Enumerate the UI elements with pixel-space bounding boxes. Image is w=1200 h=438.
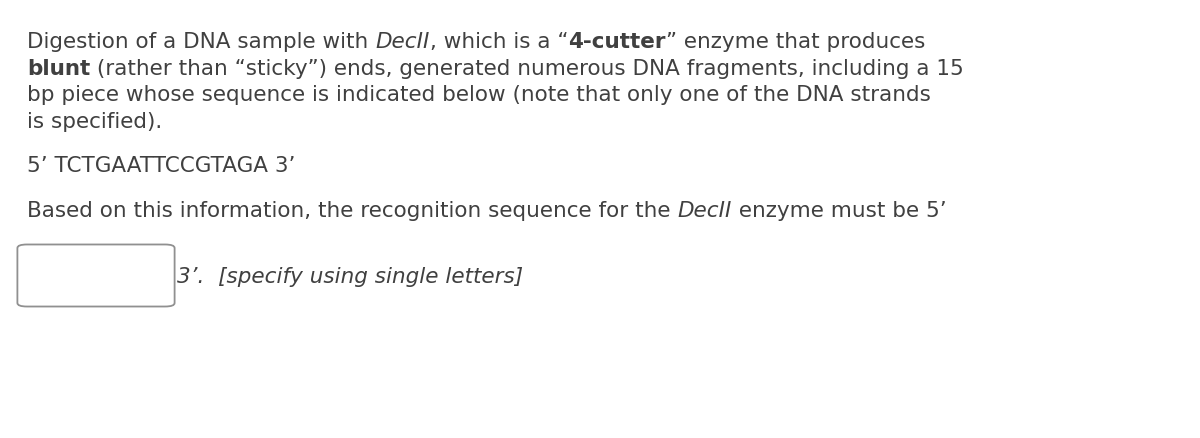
Text: 4-cutter: 4-cutter [568,32,666,52]
Text: Digestion of a DNA sample with: Digestion of a DNA sample with [28,32,376,52]
Text: , which is a “: , which is a “ [430,32,568,52]
Text: ” enzyme that produces: ” enzyme that produces [666,32,925,52]
Text: (rather than “sticky”) ends, generated numerous DNA fragments, including a 15: (rather than “sticky”) ends, generated n… [90,58,964,78]
Text: 5’ TCTGAATTCCGTAGA 3’: 5’ TCTGAATTCCGTAGA 3’ [28,155,295,176]
Text: Based on this information, the recognition sequence for the: Based on this information, the recogniti… [28,200,677,220]
Text: 3’.  [specify using single letters]: 3’. [specify using single letters] [178,266,523,286]
Text: DecII: DecII [376,32,430,52]
Text: blunt: blunt [28,58,90,78]
Text: enzyme must be 5’: enzyme must be 5’ [732,200,947,220]
Text: bp piece whose sequence is indicated below (note that only one of the DNA strand: bp piece whose sequence is indicated bel… [28,85,931,105]
Text: is specified).: is specified). [28,111,162,131]
Text: DecII: DecII [677,200,732,220]
